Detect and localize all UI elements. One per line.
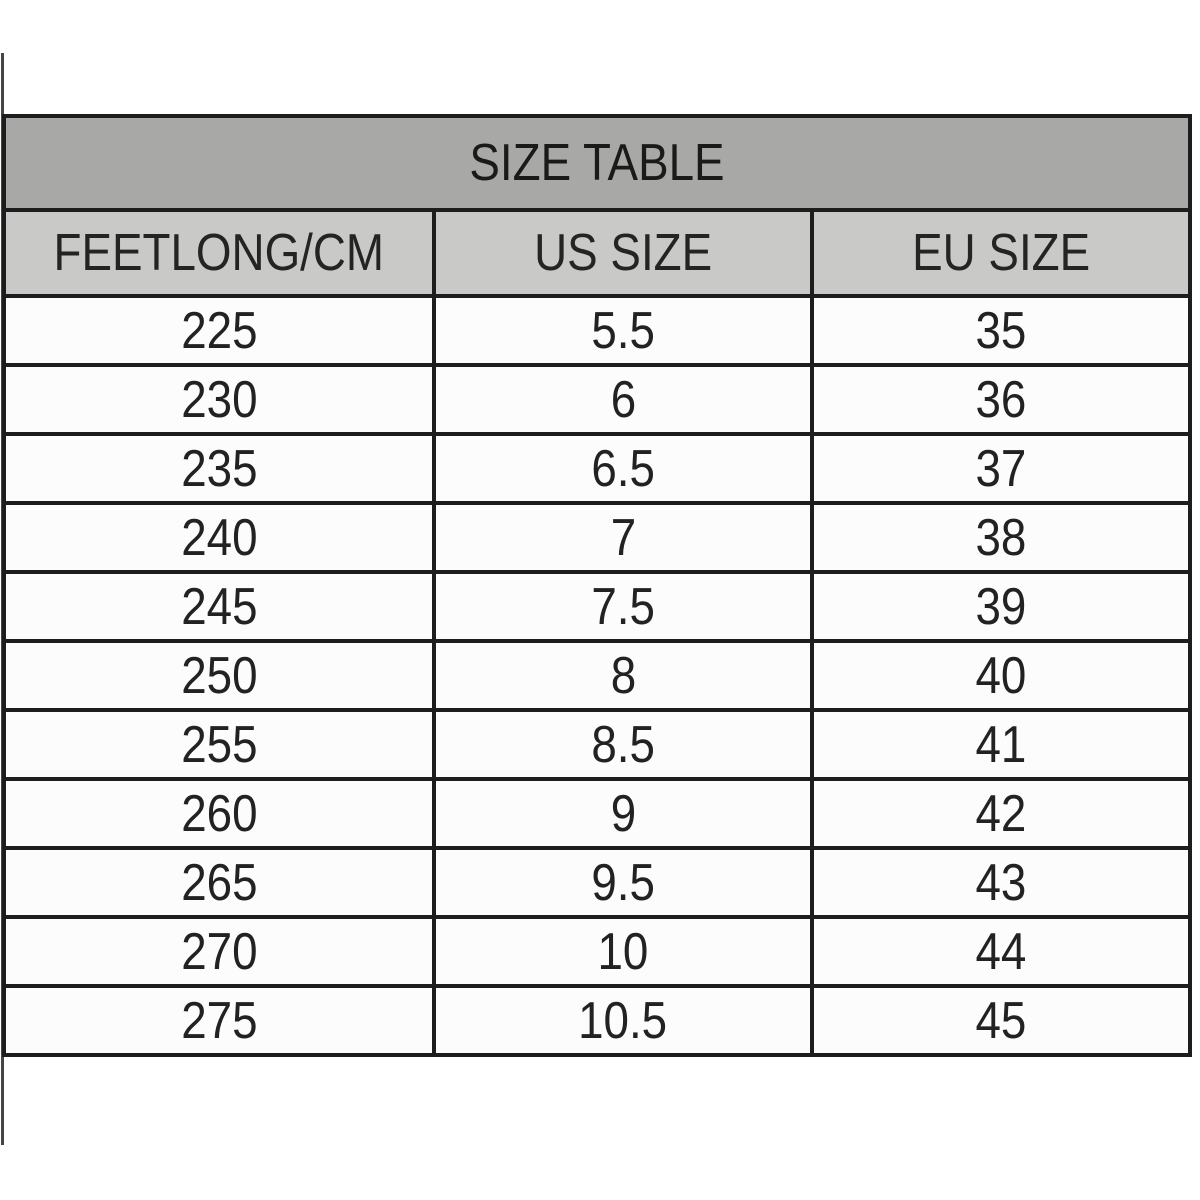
cell-value: 225: [180, 301, 258, 360]
cell-value: 6.5: [591, 439, 655, 498]
feetlong-cell: 255: [6, 712, 432, 777]
table-row: 265 9.5 43: [6, 850, 1188, 915]
table-row: 275 10.5 45: [6, 988, 1188, 1053]
cell-value: 9.5: [591, 853, 655, 912]
cell-value: 245: [180, 577, 258, 636]
eu-size-cell: 37: [814, 436, 1188, 501]
eu-size-cell: 42: [814, 781, 1188, 846]
header-feetlong-cm-label: FEETLONG/CM: [53, 224, 385, 282]
feetlong-cell: 235: [6, 436, 432, 501]
table-row: 260 9 42: [6, 781, 1188, 846]
cell-value: 8: [610, 646, 636, 705]
us-size-cell: 5.5: [436, 298, 810, 363]
cell-value: 6: [610, 370, 636, 429]
us-size-cell: 8: [436, 643, 810, 708]
cell-value: 235: [180, 439, 258, 498]
table-title-row: SIZE TABLE: [6, 118, 1188, 208]
us-size-cell: 10.5: [436, 988, 810, 1053]
table-row: 250 8 40: [6, 643, 1188, 708]
feetlong-cell: 270: [6, 919, 432, 984]
eu-size-cell: 41: [814, 712, 1188, 777]
table-row: 240 7 38: [6, 505, 1188, 570]
cell-value: 8.5: [591, 715, 655, 774]
us-size-cell: 8.5: [436, 712, 810, 777]
cell-value: 275: [180, 991, 258, 1050]
us-size-cell: 9.5: [436, 850, 810, 915]
eu-size-cell: 40: [814, 643, 1188, 708]
feetlong-cell: 275: [6, 988, 432, 1053]
feetlong-cell: 230: [6, 367, 432, 432]
table-row: 225 5.5 35: [6, 298, 1188, 363]
header-feetlong-cm: FEETLONG/CM: [6, 212, 432, 294]
cell-value: 9: [610, 784, 636, 843]
table-row: 245 7.5 39: [6, 574, 1188, 639]
us-size-cell: 6: [436, 367, 810, 432]
cell-value: 43: [975, 853, 1027, 912]
cell-value: 41: [975, 715, 1027, 774]
header-us-size-label: US SIZE: [533, 224, 712, 282]
cell-value: 42: [975, 784, 1027, 843]
table-title: SIZE TABLE: [6, 118, 1188, 208]
cell-value: 37: [975, 439, 1027, 498]
table-row: 230 6 36: [6, 367, 1188, 432]
us-size-cell: 7.5: [436, 574, 810, 639]
cell-value: 260: [180, 784, 258, 843]
cell-value: 265: [180, 853, 258, 912]
table-title-text: SIZE TABLE: [469, 134, 725, 192]
cell-value: 35: [975, 301, 1027, 360]
cell-value: 5.5: [591, 301, 655, 360]
cell-value: 45: [975, 991, 1027, 1050]
feetlong-cell: 240: [6, 505, 432, 570]
cell-value: 38: [975, 508, 1027, 567]
table-row: 235 6.5 37: [6, 436, 1188, 501]
eu-size-cell: 45: [814, 988, 1188, 1053]
header-us-size: US SIZE: [436, 212, 810, 294]
cell-value: 39: [975, 577, 1027, 636]
cell-value: 255: [180, 715, 258, 774]
cell-value: 7: [610, 508, 636, 567]
cell-value: 36: [975, 370, 1027, 429]
cell-value: 240: [180, 508, 258, 567]
eu-size-cell: 38: [814, 505, 1188, 570]
cell-value: 7.5: [591, 577, 655, 636]
feetlong-cell: 245: [6, 574, 432, 639]
eu-size-cell: 44: [814, 919, 1188, 984]
cell-value: 270: [180, 922, 258, 981]
feetlong-cell: 225: [6, 298, 432, 363]
feetlong-cell: 260: [6, 781, 432, 846]
us-size-cell: 7: [436, 505, 810, 570]
us-size-cell: 9: [436, 781, 810, 846]
table-row: 255 8.5 41: [6, 712, 1188, 777]
us-size-cell: 6.5: [436, 436, 810, 501]
eu-size-cell: 35: [814, 298, 1188, 363]
eu-size-cell: 43: [814, 850, 1188, 915]
table-header-row: FEETLONG/CM US SIZE EU SIZE: [6, 212, 1188, 294]
cell-value: 10.5: [578, 991, 668, 1050]
eu-size-cell: 36: [814, 367, 1188, 432]
size-table: SIZE TABLE FEETLONG/CM US SIZE EU SIZE 2…: [2, 114, 1192, 1057]
header-eu-size: EU SIZE: [814, 212, 1188, 294]
table-row: 270 10 44: [6, 919, 1188, 984]
cell-value: 10: [597, 922, 649, 981]
cell-value: 250: [180, 646, 258, 705]
cell-value: 230: [180, 370, 258, 429]
feetlong-cell: 250: [6, 643, 432, 708]
header-eu-size-label: EU SIZE: [911, 224, 1090, 282]
eu-size-cell: 39: [814, 574, 1188, 639]
cell-value: 40: [975, 646, 1027, 705]
us-size-cell: 10: [436, 919, 810, 984]
cell-value: 44: [975, 922, 1027, 981]
feetlong-cell: 265: [6, 850, 432, 915]
